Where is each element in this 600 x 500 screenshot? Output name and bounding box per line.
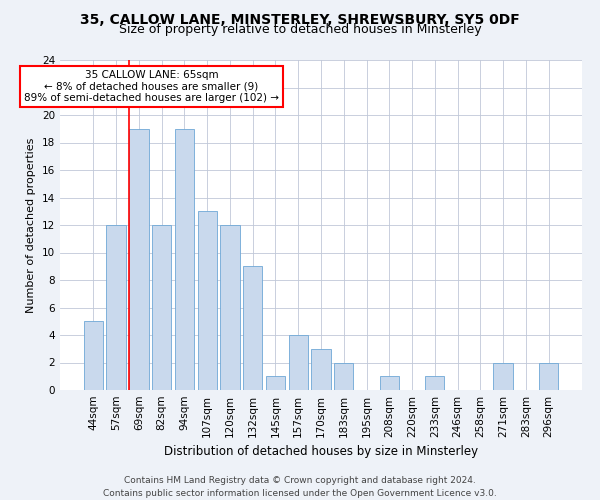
Bar [425, 376, 445, 390]
X-axis label: Distribution of detached houses by size in Minsterley: Distribution of detached houses by size … [164, 446, 478, 458]
Bar [220, 225, 239, 390]
Bar [152, 225, 172, 390]
Bar [243, 266, 262, 390]
Bar [539, 362, 558, 390]
Bar [84, 322, 103, 390]
Y-axis label: Number of detached properties: Number of detached properties [26, 138, 37, 312]
Bar [380, 376, 399, 390]
Text: Contains HM Land Registry data © Crown copyright and database right 2024.
Contai: Contains HM Land Registry data © Crown c… [103, 476, 497, 498]
Bar [289, 335, 308, 390]
Bar [175, 128, 194, 390]
Bar [197, 211, 217, 390]
Bar [493, 362, 513, 390]
Bar [266, 376, 285, 390]
Bar [129, 128, 149, 390]
Text: Size of property relative to detached houses in Minsterley: Size of property relative to detached ho… [119, 22, 481, 36]
Bar [106, 225, 126, 390]
Bar [311, 349, 331, 390]
Bar [334, 362, 353, 390]
Text: 35, CALLOW LANE, MINSTERLEY, SHREWSBURY, SY5 0DF: 35, CALLOW LANE, MINSTERLEY, SHREWSBURY,… [80, 12, 520, 26]
Text: 35 CALLOW LANE: 65sqm
← 8% of detached houses are smaller (9)
89% of semi-detach: 35 CALLOW LANE: 65sqm ← 8% of detached h… [24, 70, 279, 103]
